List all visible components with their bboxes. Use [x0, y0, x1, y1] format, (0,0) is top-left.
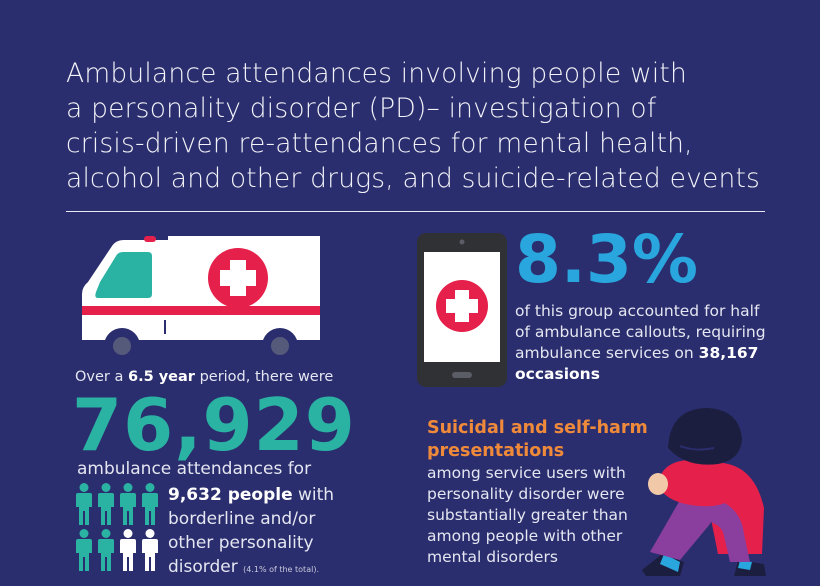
title-line: crisis-driven re-attendances for mental … [66, 128, 693, 159]
person-icon [142, 529, 158, 571]
attendances-count: 76,929 [72, 383, 356, 467]
title-line: a personality disorder (PD)– investigati… [66, 93, 657, 124]
period-text: Over a 6.5 year period, there were [75, 369, 334, 385]
period-value: 6.5 year [127, 369, 195, 385]
person-icon [142, 483, 158, 525]
sad-person-icon [642, 408, 766, 576]
suicide-text: among service users with personality dis… [427, 464, 628, 566]
occasions-count: 38,167 occasions [515, 344, 759, 383]
phone-icon [417, 233, 507, 387]
callout-text: of this group accounted for half of ambu… [515, 302, 766, 383]
title-line: Ambulance attendances involving people w… [66, 58, 687, 89]
person-icon [76, 529, 92, 571]
callout-percentage: 8.3% [515, 221, 699, 298]
page-title: Ambulance attendances involving people w… [66, 56, 806, 196]
attendances-label: ambulance attendances for [77, 459, 312, 479]
person-icon [98, 529, 114, 571]
divider [66, 211, 765, 212]
person-icon [120, 529, 136, 571]
title-line: alcohol and other drugs, and suicide-rel… [66, 163, 761, 194]
person-icon [120, 483, 136, 525]
people-icon-grid [76, 483, 158, 571]
people-text: 9,632 people with borderline and/or othe… [168, 485, 335, 577]
suicide-heading: Suicidal and self-harm presentations [427, 418, 648, 461]
people-note: (4.1% of the total). [243, 565, 319, 574]
ambulance-icon [82, 236, 320, 364]
person-icon [76, 483, 92, 525]
person-icon [98, 483, 114, 525]
people-count: 9,632 people [168, 485, 293, 505]
